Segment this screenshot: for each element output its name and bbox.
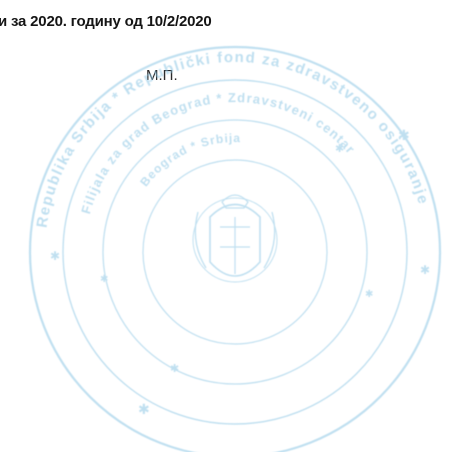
stamp-outer-ring [28, 45, 442, 452]
star-icon: ✱ [335, 142, 344, 155]
star-icon: ✱ [398, 128, 410, 144]
stamp-ink-group: Republika Srbija * Republički fond za zd… [28, 45, 442, 452]
star-icon: ✱ [420, 263, 430, 277]
stamp-ring-2 [62, 79, 408, 425]
star-icon: ✱ [365, 289, 373, 300]
star-icon: ✱ [50, 249, 60, 263]
star-icon: ✱ [100, 274, 108, 285]
seal-label: М.П. [146, 67, 178, 84]
stamp-star-separators: ✱ ✱ ✱ ✱ ✱ ✱ ✱ ✱ [50, 128, 430, 418]
stamp-ring-4 [142, 159, 328, 345]
official-stamp: Republika Srbija * Republički fond za zd… [10, 42, 457, 452]
coat-of-arms-emblem [192, 194, 278, 283]
stamp-ring-3 [102, 119, 368, 385]
document-header-text: и за 2020. годину од 10/2/2020 [0, 13, 212, 30]
star-icon: ✱ [138, 402, 150, 418]
stamp-middle-text: Filijala za grad Beograd * Zdravstveni c… [78, 90, 358, 216]
star-icon: ✱ [170, 362, 179, 375]
